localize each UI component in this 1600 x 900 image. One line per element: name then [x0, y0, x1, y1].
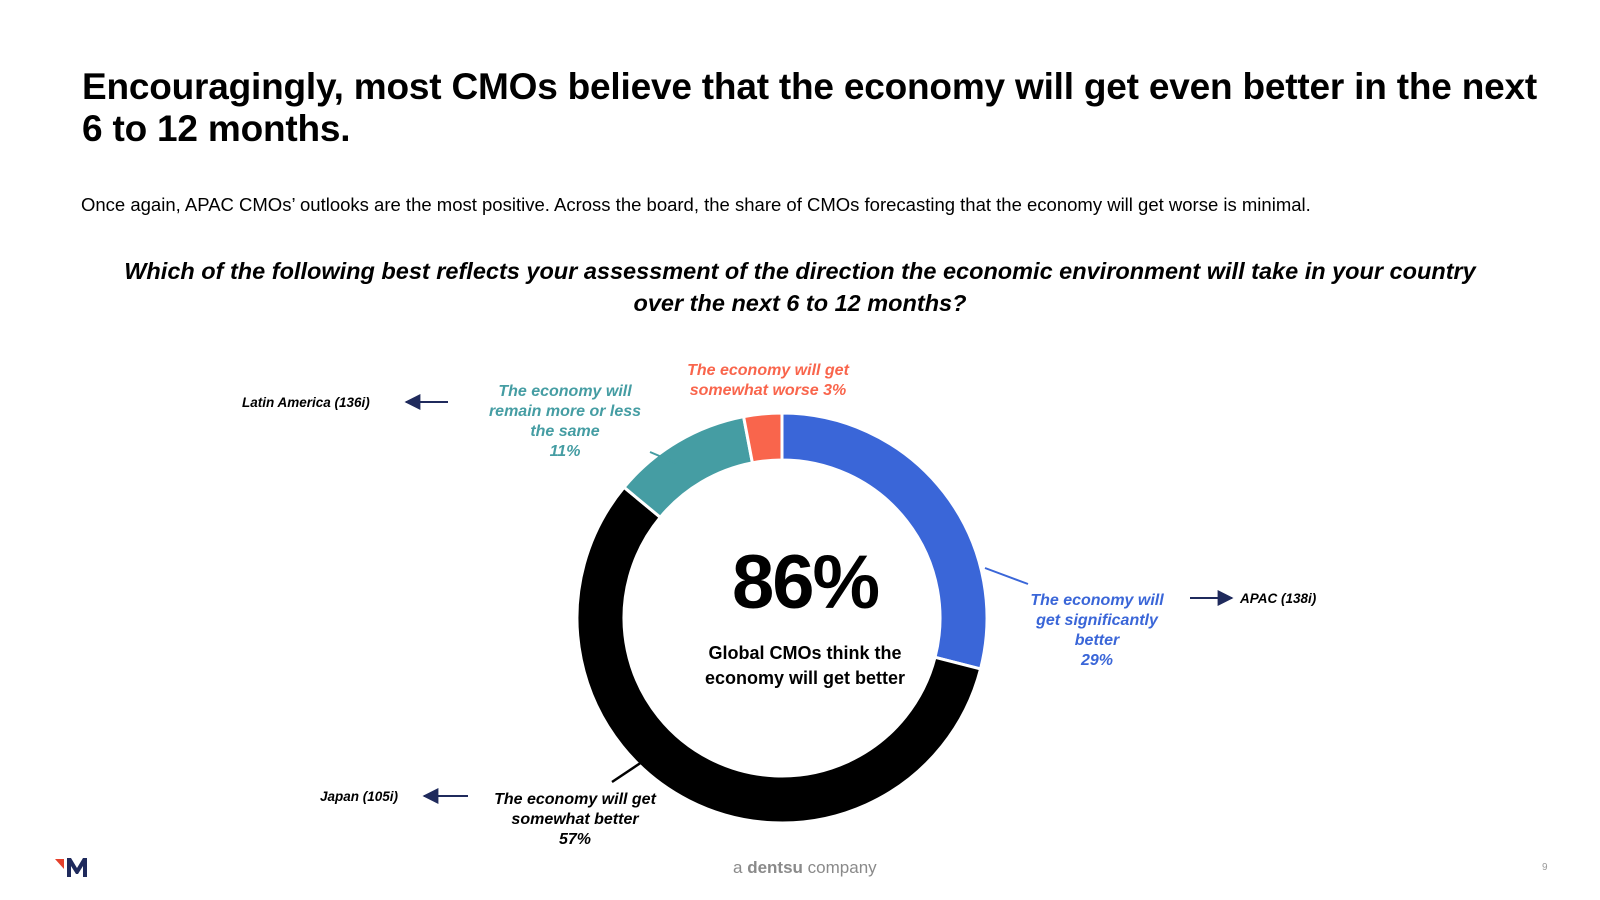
label-somewhat-better: The economy will get somewhat better 57% [475, 790, 675, 850]
label-significantly-better: The economy will get significantly bette… [1012, 591, 1182, 671]
survey-question: Which of the following best reflects you… [124, 258, 1476, 316]
brand-prefix: a [733, 858, 743, 877]
region-apac: APAC (138i) [1240, 591, 1317, 606]
label-percent: 11% [549, 443, 581, 460]
label-percent: 29% [1080, 652, 1114, 669]
label-same: The economy will remain more or less the… [470, 382, 660, 462]
center-caption: Global CMOs think the economy will get b… [704, 643, 906, 688]
region-latam: Latin America (136i) [242, 395, 370, 410]
label-somewhat-worse: The economy will get somewhat worse 3% [668, 361, 868, 401]
label-line: get significantly [1036, 612, 1158, 629]
leader-line-somewhat-better [611, 760, 643, 784]
center-value: 86% [731, 540, 880, 625]
label-line: The economy will get [687, 362, 849, 379]
label-line: somewhat worse 3% [689, 382, 847, 399]
brand-name: dentsu [747, 858, 803, 877]
page-number: 9 [1542, 862, 1548, 873]
label-line: better [1074, 632, 1120, 649]
label-line: somewhat better [511, 811, 639, 828]
slice-somewhat-worse [741, 411, 784, 465]
brand-footer: a dentsu company [733, 858, 877, 878]
label-line: The economy will [498, 383, 632, 400]
region-japan: Japan (105i) [320, 789, 399, 804]
label-percent: 57% [558, 831, 592, 848]
slide-subtitle: Once again, APAC CMOs’ outlooks are the … [81, 194, 1311, 215]
label-line: The economy will get [494, 791, 656, 808]
label-line: The economy will [1030, 592, 1164, 609]
label-line: the same [530, 423, 600, 440]
company-logo-icon [55, 858, 87, 877]
label-line: remain more or less [488, 403, 642, 420]
slice-somewhat-better [575, 485, 983, 825]
brand-suffix: company [807, 858, 877, 877]
leader-line-same [649, 451, 677, 464]
leader-line-significantly-better [984, 567, 1029, 585]
slide-title: Encouragingly, most CMOs believe that th… [82, 66, 1537, 149]
